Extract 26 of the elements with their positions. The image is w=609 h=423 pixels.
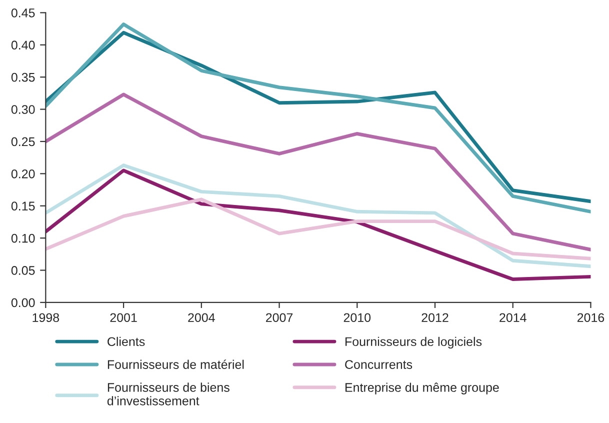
y-tick-label: 0.00 [11,298,35,308]
y-tick-label: 0.15 [11,202,35,211]
x-tick-label: 1998 [32,313,60,322]
x-tick-label: 2014 [500,313,526,322]
x-tick-label: 2001 [110,313,137,322]
legend-label: Clients [108,336,145,346]
legend-label: Fournisseurs de matériel [108,360,244,369]
x-tick-label: 2010 [344,313,371,322]
line-series [46,198,591,260]
legend-label: Fournisseurs de logiciels [345,336,482,349]
y-tick-label: 0.05 [11,266,35,275]
y-tick-label: 0.10 [11,234,35,243]
x-tick-label: 2004 [188,313,215,322]
line-series [46,92,591,252]
x-tick-label: 2012 [422,313,448,322]
x-tick-label: 2016 [577,313,604,322]
x-tick-label: 2007 [266,313,293,322]
legend-label: Concurrents [345,360,412,369]
y-tick-label: 0.45 [11,8,35,18]
y-tick-label: 0.35 [11,72,35,82]
legend-label: Entreprise du même groupe [345,382,499,394]
y-tick-label: 0.40 [11,40,35,50]
y-tick-label: 0.30 [11,105,35,114]
y-tick-label: 0.25 [11,137,35,146]
legend-label: Fournisseurs de biens d’investissement [107,382,230,406]
y-tick-label: 0.20 [11,169,35,178]
